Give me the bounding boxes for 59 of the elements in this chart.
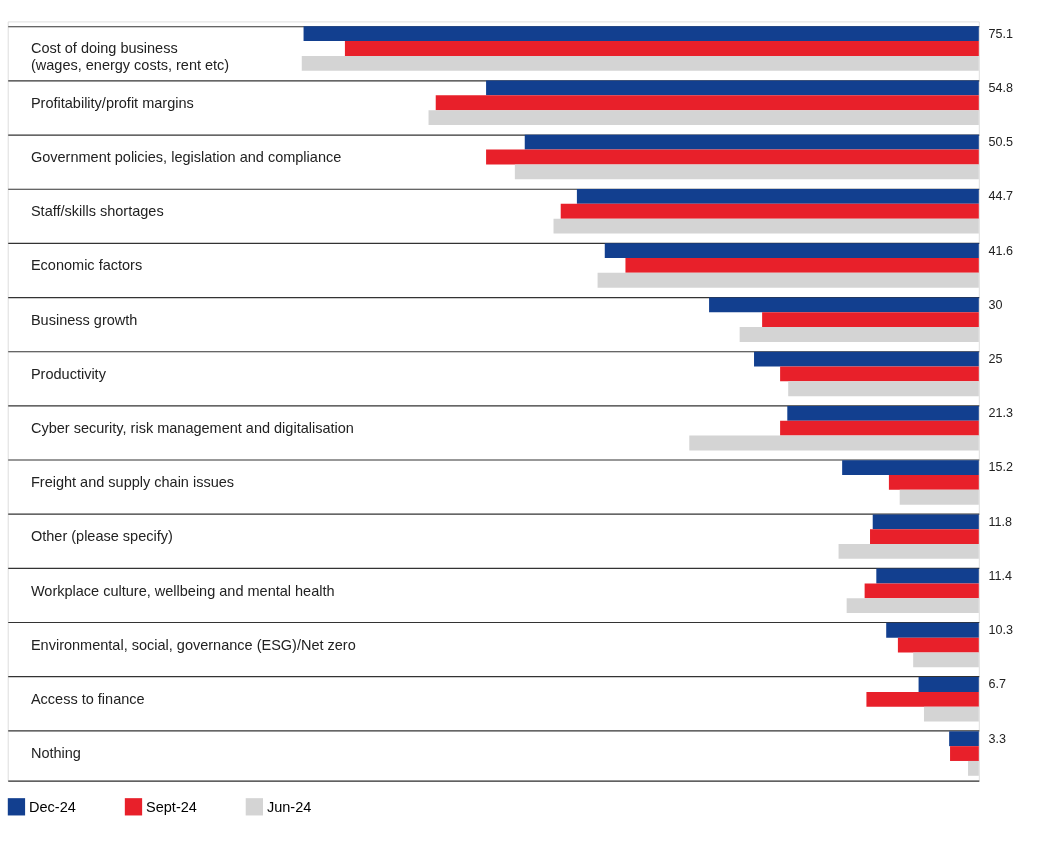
y-tick-label: Cyber security, risk management and digitalisation bbox=[30, 419, 354, 436]
y-tick-label: Cost of doing business (wages, energy costs, rent etc) bbox=[30, 40, 230, 73]
bar bbox=[864, 583, 979, 599]
y-tick-label: Access to finance bbox=[30, 691, 145, 708]
bar bbox=[344, 41, 979, 56]
bar bbox=[762, 312, 979, 328]
y-tick-label: Government policies, legislation and compliance bbox=[30, 148, 342, 165]
bar bbox=[876, 568, 979, 584]
bar bbox=[886, 622, 979, 638]
y-tick-label: Workplace culture, wellbeing and mental health bbox=[30, 582, 335, 599]
bar bbox=[872, 514, 979, 530]
bar bbox=[950, 746, 979, 761]
bar bbox=[866, 691, 979, 707]
y-tick-label: Profitability/profit margins bbox=[30, 94, 194, 111]
data-label: 41.6 bbox=[988, 243, 1013, 258]
data-label: 50.5 bbox=[988, 135, 1013, 150]
bar bbox=[888, 474, 979, 490]
bar bbox=[780, 366, 979, 382]
bar bbox=[524, 134, 979, 150]
data-label: 11.8 bbox=[988, 514, 1013, 529]
bar bbox=[486, 149, 979, 165]
y-tick-label: Environmental, social, governance (ESG)/Net zero bbox=[30, 636, 356, 653]
y-tick-label: Other (please specify) bbox=[30, 528, 173, 545]
bar bbox=[918, 677, 979, 692]
bar bbox=[709, 297, 979, 313]
y-tick-label: Freight and supply chain issues bbox=[30, 474, 235, 491]
data-label: 11.4 bbox=[988, 568, 1013, 583]
data-label: 3.3 bbox=[988, 731, 1006, 746]
data-label: 6.7 bbox=[988, 677, 1006, 692]
bar bbox=[625, 258, 979, 273]
bar bbox=[949, 731, 979, 747]
data-label: 15.2 bbox=[988, 460, 1013, 475]
bar bbox=[780, 420, 979, 436]
bar bbox=[787, 405, 979, 421]
data-label: 10.3 bbox=[988, 623, 1013, 638]
legend-label: Dec-24 bbox=[29, 798, 76, 815]
bar bbox=[754, 351, 979, 367]
y-tick-label: Staff/skills shortages bbox=[30, 203, 164, 220]
data-label: 30 bbox=[988, 297, 1003, 312]
data-label: 54.8 bbox=[988, 80, 1013, 95]
legend-label: Jun-24 bbox=[266, 798, 312, 815]
bar bbox=[870, 529, 979, 545]
y-tick-label: Economic factors bbox=[30, 257, 143, 274]
y-tick-label: Business growth bbox=[30, 311, 138, 328]
bar bbox=[303, 26, 979, 42]
data-label: 44.7 bbox=[988, 189, 1013, 204]
legend-label: Sept-24 bbox=[146, 798, 197, 815]
bar bbox=[897, 637, 979, 653]
data-label: 75.1 bbox=[988, 26, 1013, 41]
data-label: 21.3 bbox=[988, 406, 1013, 421]
bar bbox=[576, 188, 979, 204]
bar bbox=[435, 95, 979, 111]
bar bbox=[560, 203, 979, 219]
bar bbox=[486, 80, 979, 96]
y-tick-label: Productivity bbox=[30, 365, 107, 382]
data-label: 25 bbox=[988, 351, 1003, 366]
bar bbox=[842, 460, 979, 475]
bar bbox=[604, 243, 979, 259]
y-tick-label: Nothing bbox=[30, 745, 81, 762]
